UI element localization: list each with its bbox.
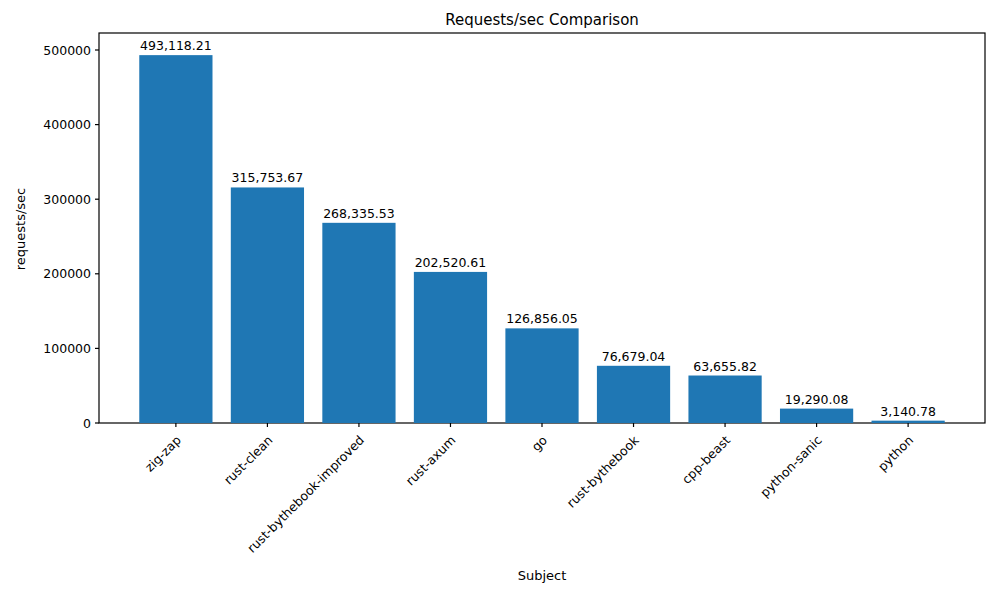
- x-tick-label: zig-zap: [142, 432, 184, 474]
- x-tick-label: rust-clean: [221, 433, 276, 488]
- bar-chart: 493,118.21 315,753.67 268,335.53 202,520.61…: [0, 0, 1000, 600]
- bar-value-label: 19,290.08: [785, 392, 849, 407]
- bar-value-label: 126,856.05: [506, 311, 578, 326]
- x-axis-title: Subject: [518, 568, 567, 583]
- bar-value-label: 63,655.82: [693, 359, 757, 374]
- chart-title: Requests/sec Comparison: [445, 11, 639, 29]
- x-axis-group: zig-zaprust-cleanrust-bythebook-improved…: [142, 423, 916, 556]
- bar-value-label: 493,118.21: [140, 38, 212, 53]
- y-tick-label: 100000: [43, 341, 91, 356]
- x-tick-label: rust-axum: [403, 433, 459, 489]
- bar-value-label: 202,520.61: [415, 255, 487, 270]
- bar-value-label: 315,753.67: [232, 170, 304, 185]
- y-tick-label: 500000: [43, 43, 91, 58]
- bar: [414, 272, 487, 423]
- bar: [780, 409, 853, 423]
- x-tick-label: python-sanic: [757, 432, 825, 500]
- bar-value-label: 76,679.04: [602, 349, 666, 364]
- y-axis-group: 0 100000 200000 300000 400000 500000: [43, 43, 99, 431]
- bar: [597, 366, 670, 423]
- bar: [688, 376, 761, 423]
- figure: 493,118.21 315,753.67 268,335.53 202,520.61…: [0, 0, 1000, 600]
- y-tick-label: 0: [83, 416, 91, 431]
- x-tick-label: rust-bythebook: [564, 432, 643, 511]
- x-tick-label: python: [875, 433, 917, 475]
- bar-value-label: 268,335.53: [323, 206, 395, 221]
- y-axis-title: requests/sec: [13, 188, 28, 271]
- bar-value-label: 3,140.78: [880, 404, 936, 419]
- x-tick-label: cpp-beast: [679, 432, 733, 486]
- x-tick-label: go: [528, 433, 550, 455]
- bar: [872, 421, 945, 423]
- bar: [231, 187, 304, 423]
- bar: [139, 55, 212, 423]
- y-tick-label: 200000: [43, 266, 91, 281]
- bar: [322, 223, 395, 423]
- bars-group: [139, 55, 944, 423]
- y-tick-label: 300000: [43, 192, 91, 207]
- y-tick-label: 400000: [43, 117, 91, 132]
- bar: [505, 328, 578, 423]
